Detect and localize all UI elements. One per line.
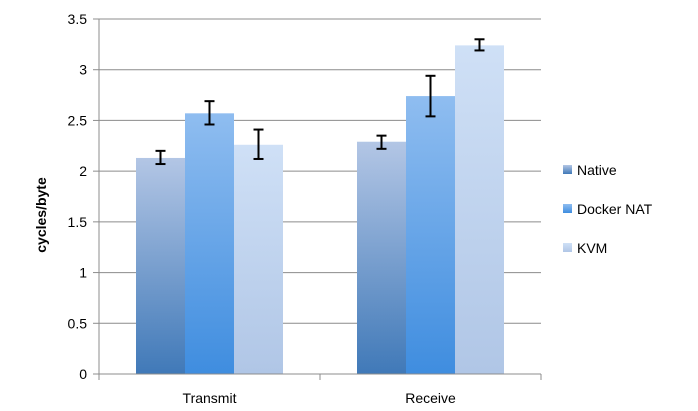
error-bar: [155, 149, 166, 166]
legend: Native Docker NAT KVM: [563, 162, 653, 256]
y-tick-label: 1.5: [68, 214, 88, 230]
y-tick-label: 2.5: [68, 112, 88, 128]
bar-docker-nat-receive: [406, 96, 455, 374]
y-tick-label: 2: [79, 163, 87, 179]
legend-swatch: [563, 204, 572, 213]
error-bar: [253, 128, 264, 160]
legend-label: KVM: [577, 240, 607, 256]
y-tick-label: 3: [79, 62, 87, 78]
bars: [136, 45, 504, 374]
legend-item: Docker NAT: [563, 201, 653, 217]
legend-swatch: [563, 165, 572, 174]
bar-docker-nat-transmit: [185, 113, 234, 374]
error-bars: [155, 38, 485, 166]
legend-label: Docker NAT: [577, 201, 653, 217]
y-tick-label: 0: [79, 366, 87, 382]
error-bar: [204, 100, 215, 126]
error-bar: [474, 38, 485, 52]
y-tick-label: 0.5: [68, 315, 88, 331]
legend-item: Native: [563, 162, 617, 178]
bar-native-transmit: [136, 157, 185, 374]
error-bar: [376, 134, 387, 150]
bar-native-receive: [357, 141, 406, 374]
legend-item: KVM: [563, 240, 607, 256]
y-tick-label: 3.5: [68, 11, 88, 27]
error-bar: [425, 74, 436, 118]
x-tick-label: Receive: [405, 390, 456, 406]
x-tick-label: Transmit: [183, 390, 237, 406]
legend-label: Native: [577, 162, 617, 178]
legend-swatch: [563, 243, 572, 252]
bar-kvm-receive: [455, 45, 504, 374]
y-tick-label: 1: [79, 265, 87, 281]
y-axis-title: cycles/byte: [33, 177, 49, 253]
bar-kvm-transmit: [234, 144, 283, 374]
axes: 0 0.5 1 1.5 2 2.5 3 3.5 Transmit Receive: [68, 11, 542, 406]
